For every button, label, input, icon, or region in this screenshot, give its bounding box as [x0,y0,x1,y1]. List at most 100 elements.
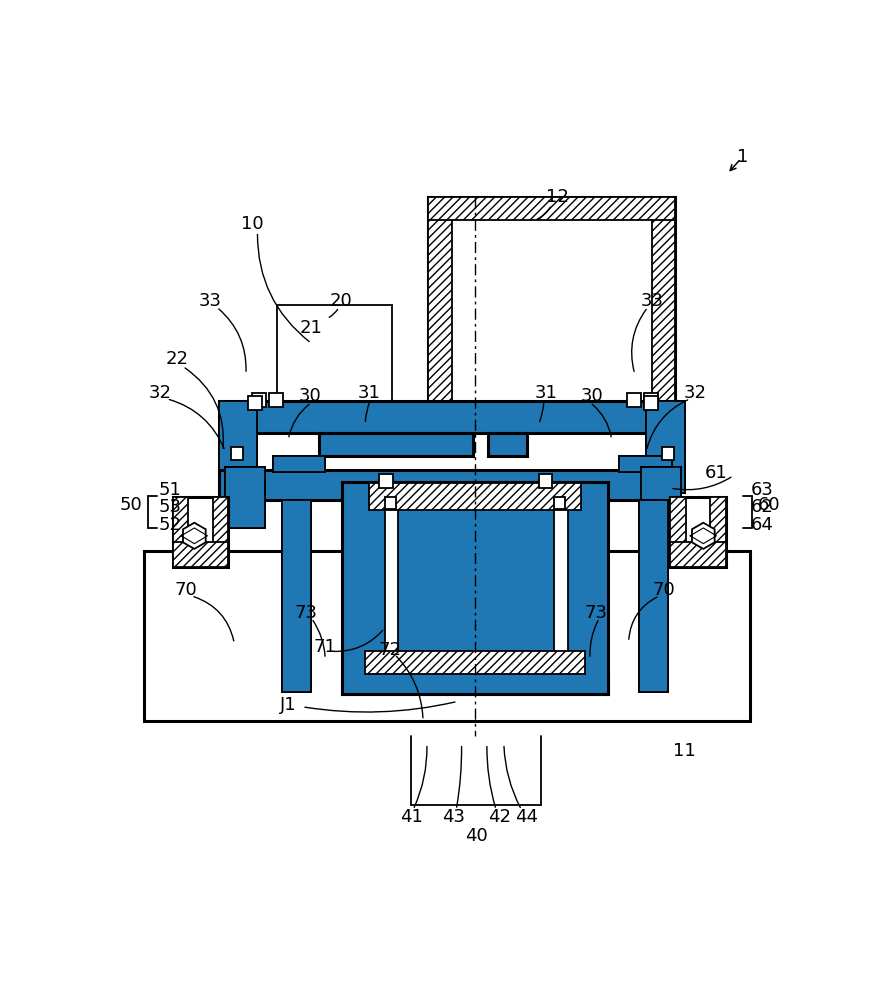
Bar [488,433,527,456]
Bar [641,466,681,528]
Text: 73: 73 [585,604,608,622]
Bar [369,483,581,510]
Bar [319,433,473,456]
Text: 50: 50 [119,496,142,514]
Bar [539,474,552,488]
FancyArrowPatch shape [334,630,383,651]
Bar [428,197,675,220]
FancyArrowPatch shape [414,746,427,807]
Bar [385,505,399,667]
Text: 62: 62 [750,498,773,516]
FancyArrowPatch shape [540,402,544,422]
Bar [225,466,265,528]
Bar [365,482,585,505]
FancyArrowPatch shape [185,368,223,448]
Text: 70: 70 [174,581,197,599]
Text: 43: 43 [442,808,466,826]
Bar [641,466,681,528]
Bar [671,497,685,567]
Bar [428,197,452,428]
Bar [225,466,265,528]
Bar [230,447,242,460]
FancyArrowPatch shape [631,309,646,371]
Bar [651,197,675,428]
Bar [283,500,311,692]
Text: 33: 33 [198,292,221,310]
Bar [342,500,385,688]
FancyArrowPatch shape [537,207,550,219]
Text: 1: 1 [737,148,748,166]
FancyArrowPatch shape [504,746,521,807]
Text: 70: 70 [652,581,676,599]
Bar [219,401,257,493]
FancyArrowPatch shape [629,597,657,639]
Text: 44: 44 [515,808,539,826]
Text: 51: 51 [159,481,181,499]
Bar [219,401,678,433]
FancyArrowPatch shape [592,404,611,437]
Bar [249,396,262,410]
Bar [488,433,527,456]
Text: 32: 32 [684,384,706,402]
Text: 22: 22 [165,350,188,368]
Bar [173,497,188,567]
Text: 31: 31 [535,384,558,402]
FancyArrowPatch shape [257,234,310,342]
FancyArrowPatch shape [194,597,234,641]
Polygon shape [692,523,715,549]
Bar [646,401,685,493]
Bar [365,482,585,505]
Bar [213,497,228,567]
Bar [565,500,608,688]
Text: 20: 20 [330,292,352,310]
FancyArrowPatch shape [673,477,731,490]
Bar [619,456,671,472]
Text: 12: 12 [547,188,569,206]
Polygon shape [183,523,206,549]
Text: 40: 40 [465,827,487,845]
Text: 71: 71 [314,638,337,656]
FancyArrowPatch shape [313,620,325,656]
Bar [219,470,678,500]
FancyArrowPatch shape [590,621,598,656]
Text: 10: 10 [241,215,263,233]
Bar [342,482,608,694]
Text: 60: 60 [758,496,780,514]
FancyArrowPatch shape [647,400,688,448]
Text: 11: 11 [673,742,696,760]
Bar [252,393,266,407]
Bar [219,401,678,433]
FancyArrowPatch shape [305,702,455,712]
Bar [710,497,726,567]
Text: J1: J1 [280,696,296,714]
Text: 72: 72 [378,641,401,659]
Bar [385,497,396,509]
Bar [342,500,385,688]
FancyArrowPatch shape [397,656,423,718]
Text: 30: 30 [581,387,603,405]
Bar [219,401,257,493]
Bar [342,674,608,694]
Text: 52: 52 [159,516,182,534]
Bar [273,456,325,472]
Bar [644,393,657,407]
Bar [644,396,657,410]
Bar [671,497,726,567]
Bar [173,497,228,567]
Bar [428,197,675,428]
Text: 64: 64 [750,516,773,534]
Bar [554,497,565,509]
Bar [173,542,228,567]
Text: 21: 21 [300,319,323,337]
FancyArrowPatch shape [487,746,495,807]
Text: 53: 53 [159,498,182,516]
Text: 42: 42 [488,808,512,826]
Bar [219,470,678,500]
Bar [671,542,726,567]
FancyArrowPatch shape [457,746,461,807]
FancyArrowPatch shape [219,309,246,371]
Text: 31: 31 [358,384,380,402]
Bar [638,500,668,692]
Bar [342,674,608,694]
FancyArrowPatch shape [289,404,310,437]
